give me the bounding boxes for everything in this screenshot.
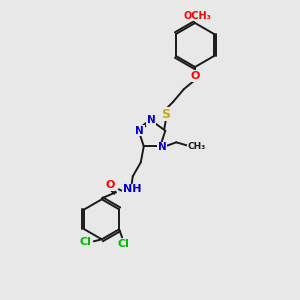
Text: Cl: Cl bbox=[80, 237, 92, 247]
Text: O: O bbox=[190, 71, 200, 81]
Text: N: N bbox=[147, 115, 155, 125]
Text: CH₃: CH₃ bbox=[187, 142, 206, 151]
Text: N: N bbox=[135, 126, 144, 136]
Text: N: N bbox=[158, 142, 167, 152]
Text: O: O bbox=[105, 180, 115, 190]
Text: OCH₃: OCH₃ bbox=[183, 11, 211, 21]
Text: NH: NH bbox=[122, 184, 141, 194]
Text: S: S bbox=[161, 107, 170, 121]
Text: Cl: Cl bbox=[117, 239, 129, 249]
